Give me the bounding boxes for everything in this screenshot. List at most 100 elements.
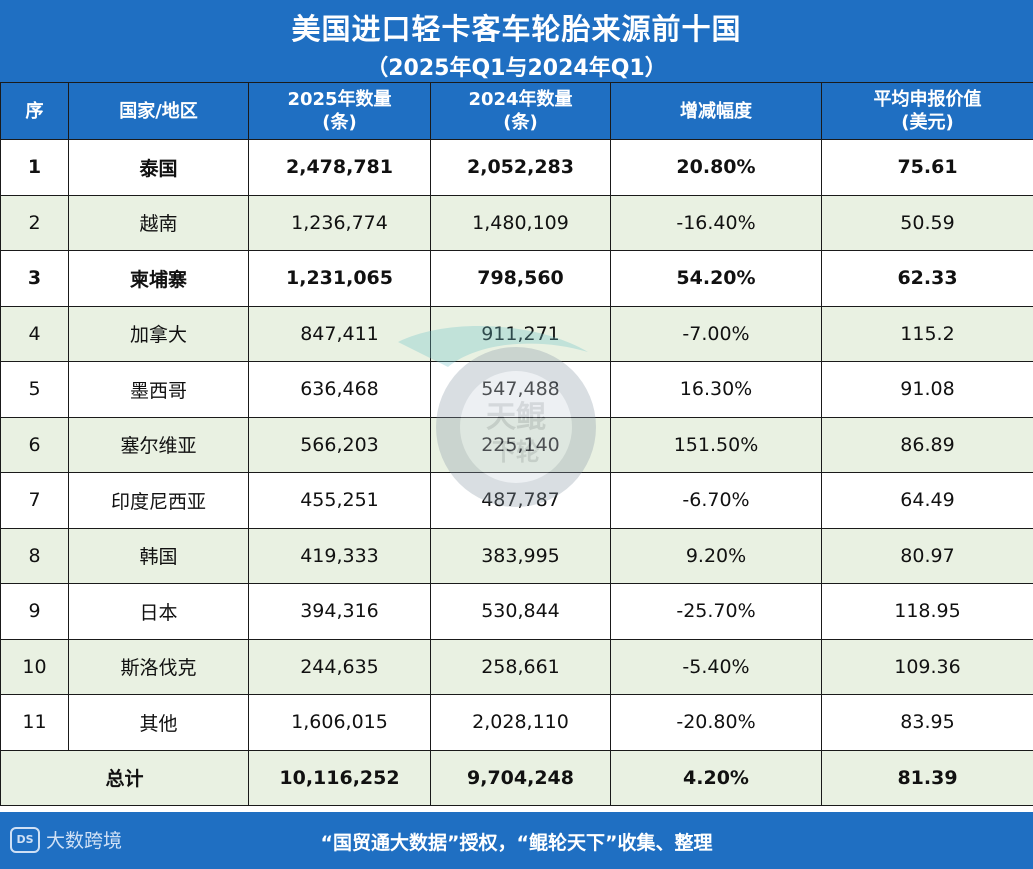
table-row: 3 柬埔寨 1,231,065 798,560 54.20% 62.33 — [0, 250, 1033, 307]
table-row: 7 印度尼西亚 455,251 487,787 -6.70% 64.49 — [0, 472, 1033, 529]
cell-seq: 2 — [0, 194, 69, 251]
cell-seq: 8 — [0, 527, 69, 584]
cell-q2025: 1,606,015 — [248, 694, 431, 751]
cell-q2024: 2,052,283 — [430, 139, 611, 196]
cell-country: 韩国 — [68, 527, 249, 584]
cell-seq: 5 — [0, 361, 69, 418]
column-header-row: 序 国家/地区 2025年数量 (条) 2024年数量 (条) 增减幅度 平均申… — [0, 82, 1033, 140]
table-row: 8 韩国 419,333 383,995 9.20% 80.97 — [0, 527, 1033, 584]
cell-q2025: 566,203 — [248, 416, 431, 473]
col-header-price: 平均申报价值 (美元) — [821, 82, 1033, 140]
col-header-2024-line1: 2024年数量 — [468, 89, 573, 110]
cell-q2024: 2,028,110 — [430, 694, 611, 751]
total-price: 81.39 — [821, 749, 1033, 806]
cell-q2024: 225,140 — [430, 416, 611, 473]
cell-q2024: 911,271 — [430, 305, 611, 362]
cell-country: 日本 — [68, 583, 249, 640]
cell-q2025: 1,236,774 — [248, 194, 431, 251]
footer-banner: DS 大数跨境 “国贸通大数据”授权，“鲲轮天下”收集、整理 — [0, 812, 1033, 869]
cell-seq: 6 — [0, 416, 69, 473]
cell-country: 其他 — [68, 694, 249, 751]
brand: DS 大数跨境 — [10, 826, 122, 853]
cell-change: -20.80% — [610, 694, 822, 751]
cell-change: 54.20% — [610, 250, 822, 307]
import-table: 序 国家/地区 2025年数量 (条) 2024年数量 (条) 增减幅度 平均申… — [0, 82, 1033, 806]
total-q2024: 9,704,248 — [430, 749, 611, 806]
cell-price: 64.49 — [821, 472, 1033, 529]
col-header-price-line1: 平均申报价值 — [873, 89, 982, 110]
cell-seq: 3 — [0, 250, 69, 307]
col-header-seq: 序 — [0, 82, 69, 140]
cell-q2025: 394,316 — [248, 583, 431, 640]
cell-q2024: 258,661 — [430, 638, 611, 695]
total-row: 总计 10,116,252 9,704,248 4.20% 81.39 — [0, 749, 1033, 806]
page-subtitle: （2025年Q1与2024年Q1） — [366, 56, 667, 81]
cell-q2025: 244,635 — [248, 638, 431, 695]
brand-name: 大数跨境 — [46, 830, 123, 852]
brand-logo-icon: DS — [10, 826, 40, 853]
table-row: 4 加拿大 847,411 911,271 -7.00% 115.2 — [0, 305, 1033, 362]
cell-q2024: 1,480,109 — [430, 194, 611, 251]
col-header-2025-line2: (条) — [322, 112, 357, 133]
col-header-2025: 2025年数量 (条) — [248, 82, 431, 140]
cell-q2024: 383,995 — [430, 527, 611, 584]
cell-seq: 10 — [0, 638, 69, 695]
table-header-banner: 美国进口轻卡客车轮胎来源前十国 （2025年Q1与2024年Q1） — [0, 0, 1033, 82]
cell-q2025: 2,478,781 — [248, 139, 431, 196]
col-header-change: 增减幅度 — [610, 82, 822, 140]
cell-country: 柬埔寨 — [68, 250, 249, 307]
col-header-2024-line2: (条) — [503, 112, 538, 133]
col-header-2024: 2024年数量 (条) — [430, 82, 611, 140]
cell-change: 151.50% — [610, 416, 822, 473]
table-body: 1 泰国 2,478,781 2,052,283 20.80% 75.61 2 越南 1,236… — [0, 139, 1033, 806]
cell-country: 塞尔维亚 — [68, 416, 249, 473]
cell-country: 斯洛伐克 — [68, 638, 249, 695]
footer-credit: “国贸通大数据”授权，“鲲轮天下”收集、整理 — [320, 832, 713, 854]
cell-country: 加拿大 — [68, 305, 249, 362]
cell-country: 泰国 — [68, 139, 249, 196]
cell-seq: 1 — [0, 139, 69, 196]
total-change: 4.20% — [610, 749, 822, 806]
table-row: 6 塞尔维亚 566,203 225,140 151.50% 86.89 — [0, 416, 1033, 473]
table-row: 10 斯洛伐克 244,635 258,661 -5.40% 109.36 — [0, 638, 1033, 695]
col-header-country: 国家/地区 — [68, 82, 249, 140]
cell-price: 75.61 — [821, 139, 1033, 196]
cell-q2024: 798,560 — [430, 250, 611, 307]
cell-seq: 7 — [0, 472, 69, 529]
cell-q2025: 847,411 — [248, 305, 431, 362]
cell-change: -6.70% — [610, 472, 822, 529]
cell-country: 越南 — [68, 194, 249, 251]
cell-country: 印度尼西亚 — [68, 472, 249, 529]
cell-price: 80.97 — [821, 527, 1033, 584]
total-q2025: 10,116,252 — [248, 749, 431, 806]
col-header-price-line2: (美元) — [901, 112, 954, 133]
cell-change: -7.00% — [610, 305, 822, 362]
cell-change: -25.70% — [610, 583, 822, 640]
cell-price: 50.59 — [821, 194, 1033, 251]
cell-price: 62.33 — [821, 250, 1033, 307]
table-row: 5 墨西哥 636,468 547,488 16.30% 91.08 — [0, 361, 1033, 418]
cell-change: 9.20% — [610, 527, 822, 584]
cell-seq: 11 — [0, 694, 69, 751]
cell-change: -5.40% — [610, 638, 822, 695]
table-row: 1 泰国 2,478,781 2,052,283 20.80% 75.61 — [0, 139, 1033, 196]
page-title: 美国进口轻卡客车轮胎来源前十国 — [291, 12, 742, 46]
cell-price: 86.89 — [821, 416, 1033, 473]
cell-q2024: 487,787 — [430, 472, 611, 529]
cell-seq: 9 — [0, 583, 69, 640]
cell-change: 16.30% — [610, 361, 822, 418]
cell-price: 109.36 — [821, 638, 1033, 695]
table-row: 11 其他 1,606,015 2,028,110 -20.80% 83.95 — [0, 694, 1033, 751]
cell-q2025: 636,468 — [248, 361, 431, 418]
cell-q2025: 455,251 — [248, 472, 431, 529]
cell-price: 115.2 — [821, 305, 1033, 362]
total-label: 总计 — [0, 749, 249, 806]
table-row: 2 越南 1,236,774 1,480,109 -16.40% 50.59 — [0, 194, 1033, 251]
cell-change: 20.80% — [610, 139, 822, 196]
cell-q2025: 419,333 — [248, 527, 431, 584]
col-header-2025-line1: 2025年数量 — [287, 89, 392, 110]
cell-price: 83.95 — [821, 694, 1033, 751]
cell-seq: 4 — [0, 305, 69, 362]
cell-change: -16.40% — [610, 194, 822, 251]
table-row: 9 日本 394,316 530,844 -25.70% 118.95 — [0, 583, 1033, 640]
